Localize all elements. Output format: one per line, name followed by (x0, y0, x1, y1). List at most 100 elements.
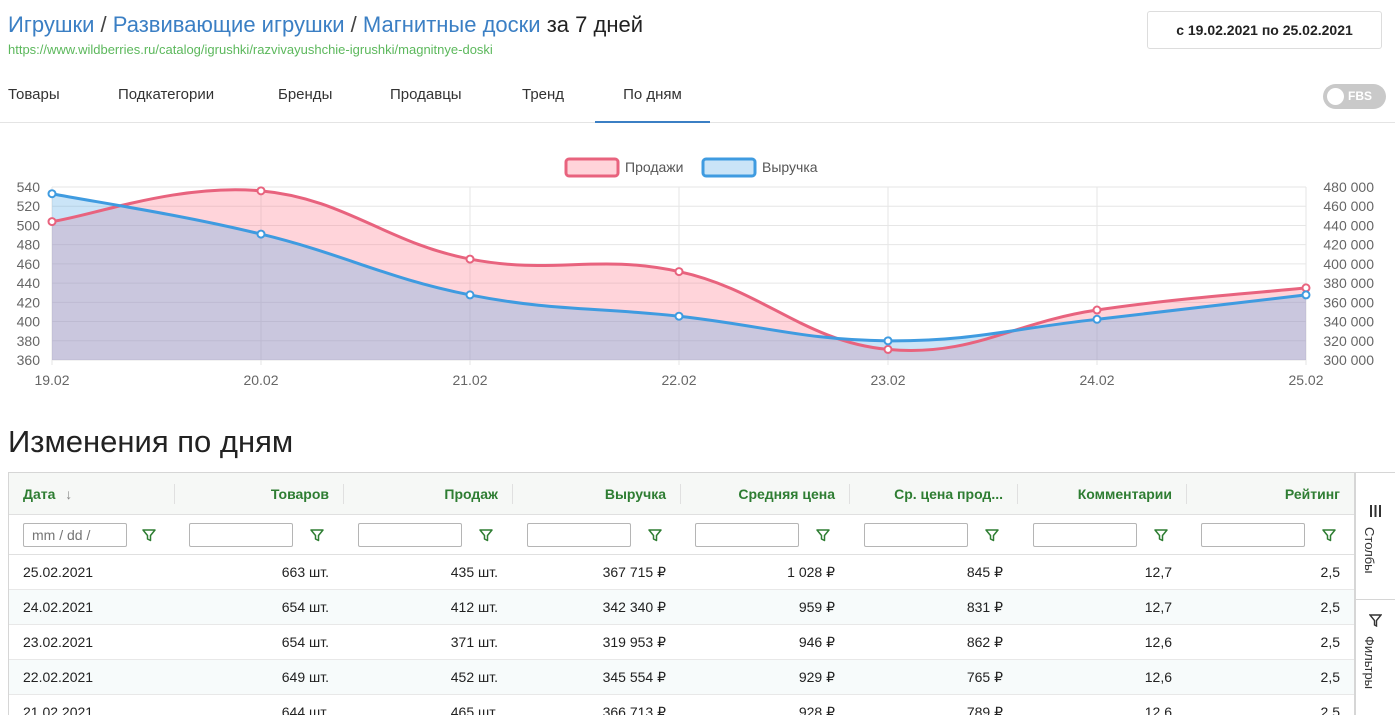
col-header-avg-sale-price[interactable]: Ср. цена прод... (894, 486, 1003, 502)
cell-avg-sale-price: 789 ₽ (966, 704, 1003, 715)
tab-products[interactable]: Товары (8, 86, 60, 103)
crumb-toys[interactable]: Игрушки (8, 12, 95, 37)
crumb-educational-toys[interactable]: Развивающие игрушки (112, 12, 345, 37)
filters-panel-button[interactable]: Фильтры (1356, 600, 1395, 715)
cell-sales: 371 шт. (450, 634, 498, 650)
legend-label: Выручка (762, 159, 818, 175)
filter-funnel-icon[interactable] (647, 527, 663, 543)
avg-sale-price-filter-input[interactable] (864, 523, 968, 547)
rating-filter-input[interactable] (1201, 523, 1305, 547)
col-header-products[interactable]: Товаров (270, 486, 329, 502)
crumb-magnetic-boards[interactable]: Магнитные доски (362, 12, 541, 37)
cell-revenue: 342 340 ₽ (602, 599, 666, 615)
tab-by-days[interactable]: По дням (595, 70, 710, 123)
y-right-tick-label: 480 000 (1323, 179, 1374, 195)
col-divider[interactable] (1017, 484, 1018, 504)
series-area-1 (52, 193, 1306, 360)
fbs-toggle-label: FBS (1348, 89, 1372, 103)
table-row[interactable]: 24.02.2021 654 шт. 412 шт. 342 340 ₽ 959 ₽ 83… (9, 590, 1354, 625)
legend-swatch (564, 157, 620, 178)
filter-funnel-icon[interactable] (309, 527, 325, 543)
y-left-tick-label: 500 (17, 217, 41, 233)
cell-rating: 2,5 (1320, 704, 1340, 715)
cell-rating: 2,5 (1320, 669, 1340, 685)
col-divider[interactable] (849, 484, 850, 504)
y-right-tick-label: 340 000 (1323, 314, 1374, 330)
table-row[interactable]: 23.02.2021 654 шт. 371 шт. 319 953 ₽ 946 ₽ 86… (9, 625, 1354, 660)
y-left-tick-label: 460 (17, 256, 41, 272)
cell-avg-sale-price: 765 ₽ (966, 669, 1003, 685)
cell-revenue: 366 713 ₽ (602, 704, 666, 715)
cell-sales: 435 шт. (450, 564, 498, 580)
chart-ticks: 540 480 000 520 460 000 500 440 000 480 420 000… (17, 179, 1375, 388)
y-right-tick-label: 320 000 (1323, 333, 1374, 349)
crumb-separator: / (100, 12, 107, 37)
y-right-tick-label: 420 000 (1323, 237, 1374, 253)
tab-subcategories[interactable]: Подкатегории (118, 86, 215, 103)
filter-funnel-icon[interactable] (1321, 527, 1337, 543)
cell-date: 25.02.2021 (23, 564, 94, 580)
toggle-knob (1327, 88, 1344, 105)
cell-avg-sale-price: 862 ₽ (966, 634, 1003, 650)
cell-avg-price: 946 ₽ (798, 634, 835, 650)
cell-avg-price: 1 028 ₽ (787, 564, 835, 580)
revenue-filter-input[interactable] (527, 523, 631, 547)
col-header-sales[interactable]: Продаж (444, 486, 498, 502)
col-header-comments[interactable]: Комментарии (1077, 486, 1172, 502)
cell-products: 644 шт. (281, 704, 329, 715)
catalog-url[interactable]: https://www.wildberries.ru/catalog/igrus… (8, 42, 493, 57)
filters-panel-label: Фильтры (1362, 636, 1377, 690)
y-right-tick-label: 300 000 (1323, 352, 1374, 368)
col-header-avg-price[interactable]: Средняя цена (738, 486, 835, 502)
filter-funnel-icon[interactable] (1153, 527, 1169, 543)
table-row[interactable]: 21.02.2021 644 шт. 465 шт. 366 713 ₽ 928 ₽ 78… (9, 695, 1354, 715)
y-right-tick-label: 360 000 (1323, 294, 1374, 310)
filter-icon (1369, 614, 1382, 627)
date-range-button[interactable]: с 19.02.2021 по 25.02.2021 (1147, 11, 1382, 49)
avg-price-filter-input[interactable] (695, 523, 799, 547)
tab-trend[interactable]: Тренд (522, 86, 565, 103)
cell-comments: 12,6 (1144, 669, 1172, 685)
col-divider[interactable] (174, 484, 175, 504)
x-tick-label: 22.02 (661, 372, 696, 388)
chart-legend[interactable]: Продажи Выручка (564, 157, 818, 178)
cell-rating: 2,5 (1320, 634, 1340, 650)
col-header-date[interactable]: Дата ↓ (9, 473, 174, 515)
y-right-tick-label: 380 000 (1323, 275, 1374, 291)
date-filter-input[interactable] (23, 523, 127, 547)
cell-date: 24.02.2021 (23, 599, 94, 615)
tab-sellers[interactable]: Продавцы (390, 86, 462, 103)
table-row[interactable]: 25.02.2021 663 шт. 435 шт. 367 715 ₽ 1 028 ₽… (9, 555, 1354, 590)
data-point-1 (1092, 314, 1102, 324)
data-point-1 (674, 311, 684, 321)
columns-panel-button[interactable]: Столбы (1356, 473, 1395, 600)
col-divider[interactable] (512, 484, 513, 504)
table-row[interactable]: 22.02.2021 649 шт. 452 шт. 345 554 ₽ 929 ₽ 76… (9, 660, 1354, 695)
col-divider[interactable] (680, 484, 681, 504)
sales-filter-input[interactable] (358, 523, 462, 547)
breadcrumb: Игрушки / Развивающие игрушки / Магнитны… (8, 12, 643, 38)
y-left-tick-label: 480 (17, 237, 41, 253)
x-tick-label: 21.02 (452, 372, 487, 388)
cell-products: 654 шт. (281, 599, 329, 615)
col-divider[interactable] (1186, 484, 1187, 504)
table-header: Дата ↓ Товаров Продаж Выручка Средняя це… (9, 473, 1354, 515)
filter-funnel-icon[interactable] (141, 527, 157, 543)
comments-filter-input[interactable] (1033, 523, 1137, 547)
filter-funnel-icon[interactable] (478, 527, 494, 543)
data-point-0 (47, 217, 57, 227)
cell-revenue: 367 715 ₽ (602, 564, 666, 580)
col-divider[interactable] (343, 484, 344, 504)
products-filter-input[interactable] (189, 523, 293, 547)
tab-brands[interactable]: Бренды (278, 86, 333, 103)
data-point-1 (1301, 290, 1311, 300)
cell-revenue: 345 554 ₽ (602, 669, 666, 685)
fbs-toggle[interactable]: FBS (1323, 84, 1386, 109)
filter-funnel-icon[interactable] (815, 527, 831, 543)
cell-avg-price: 959 ₽ (798, 599, 835, 615)
filter-funnel-icon[interactable] (984, 527, 1000, 543)
data-point-0 (256, 186, 266, 196)
col-header-rating[interactable]: Рейтинг (1284, 486, 1340, 502)
col-header-revenue[interactable]: Выручка (604, 486, 666, 502)
cell-date: 23.02.2021 (23, 634, 94, 650)
